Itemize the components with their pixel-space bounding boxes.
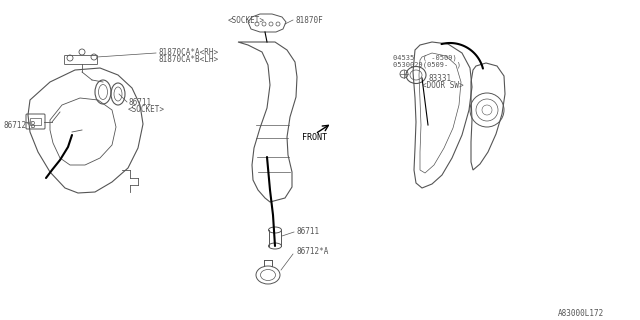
Text: 86712*A: 86712*A (296, 247, 328, 257)
Text: 81870CA*A<RH>: 81870CA*A<RH> (158, 47, 218, 57)
Text: 86711: 86711 (128, 98, 151, 107)
Text: 81870F: 81870F (295, 15, 323, 25)
Text: 86711: 86711 (296, 228, 319, 236)
Text: FRONT: FRONT (302, 132, 327, 141)
Text: A83000L172: A83000L172 (558, 308, 604, 317)
Text: 81870CA*B<LH>: 81870CA*B<LH> (158, 54, 218, 63)
Text: <DOOR SW>: <DOOR SW> (422, 81, 463, 90)
Text: <SOCKET>: <SOCKET> (128, 105, 165, 114)
Text: 86712*B: 86712*B (3, 121, 35, 130)
Text: 83331: 83331 (428, 74, 451, 83)
Text: <SOCKET>: <SOCKET> (228, 15, 265, 25)
Bar (30, 118, 41, 125)
Text: 0530029(0509-  ): 0530029(0509- ) (393, 62, 461, 68)
Text: 04535  ( -0509): 04535 ( -0509) (393, 55, 457, 61)
